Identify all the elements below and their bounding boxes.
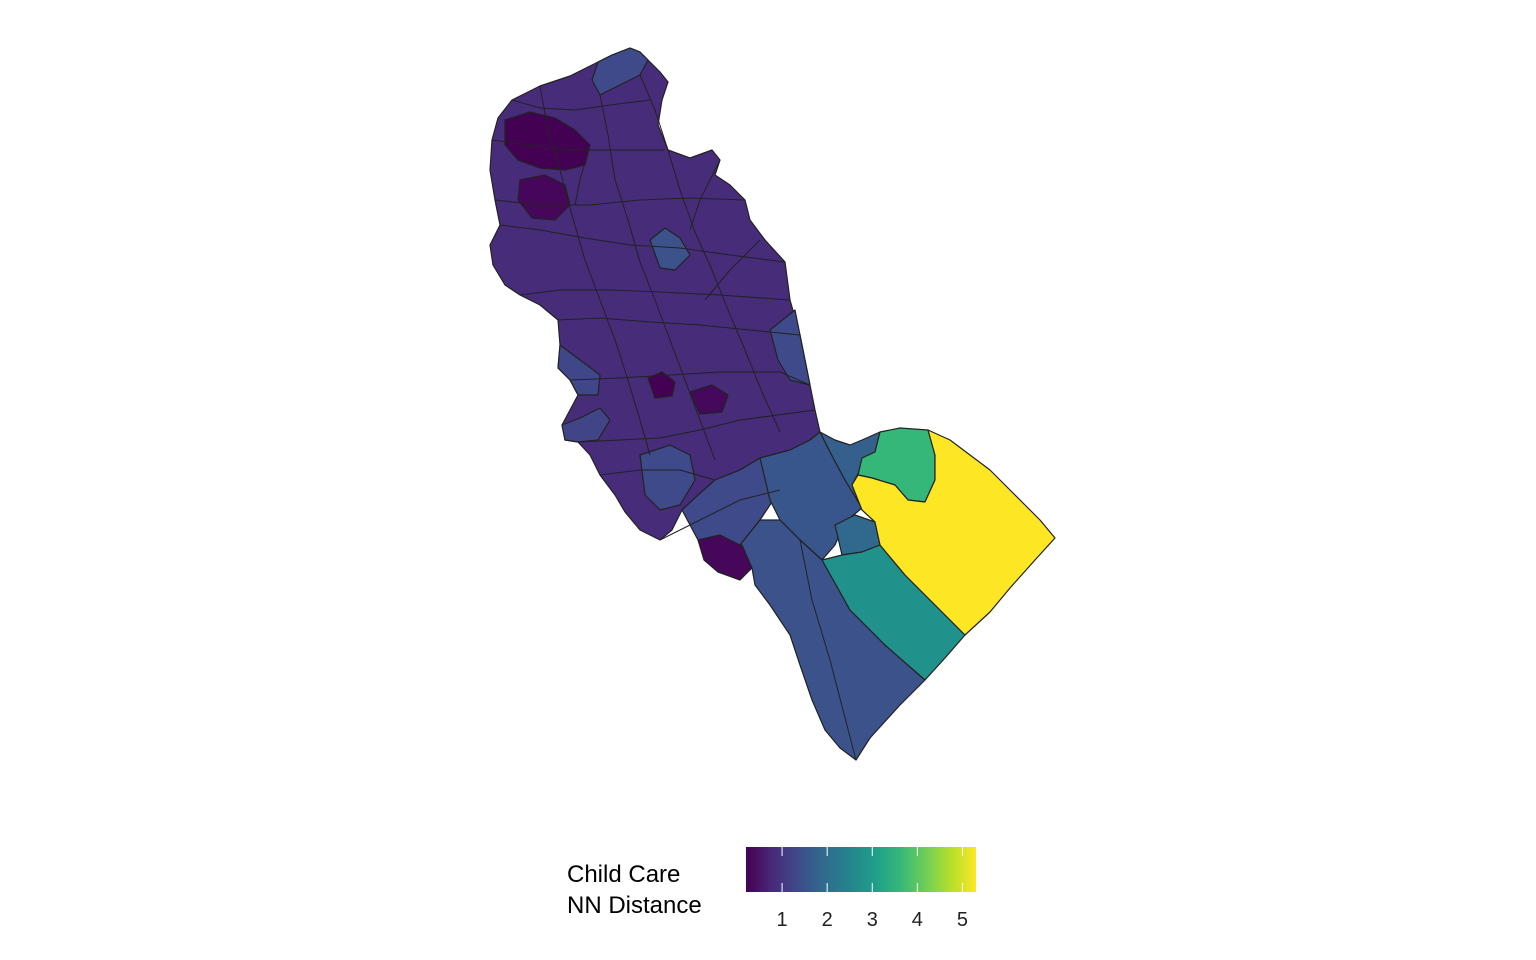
region-north-tip (591, 47, 649, 96)
region-west-blue (557, 344, 601, 396)
region-nw-dense (504, 111, 591, 171)
legend-tick-label-3: 3 (867, 909, 878, 931)
legend-title-line2: NN Distance (567, 892, 702, 919)
region-south-blue-1 (639, 444, 696, 511)
map-regions (489, 47, 1056, 761)
legend-ticks: 1 2 3 4 5 (777, 847, 968, 931)
legend-tick-label-5: 5 (957, 909, 968, 931)
legend-title-line1: Child Care (567, 861, 681, 888)
legend-tick-label-2: 2 (822, 909, 833, 931)
legend-colorbar: 1 2 3 4 5 (746, 847, 976, 931)
legend-gradient (746, 847, 976, 892)
region-inner-dark-2 (689, 384, 729, 415)
region-inner-dark (647, 371, 676, 399)
region-central-blue (649, 227, 691, 271)
legend-title: Child Care NN Distance (567, 859, 702, 921)
legend-tick-label-4: 4 (912, 909, 923, 931)
tract-borders (491, 74, 857, 761)
region-sw-blue (561, 407, 611, 443)
legend-tick-label-1: 1 (777, 909, 788, 931)
region-east-strip (769, 309, 811, 386)
region-yellow (851, 429, 1056, 636)
